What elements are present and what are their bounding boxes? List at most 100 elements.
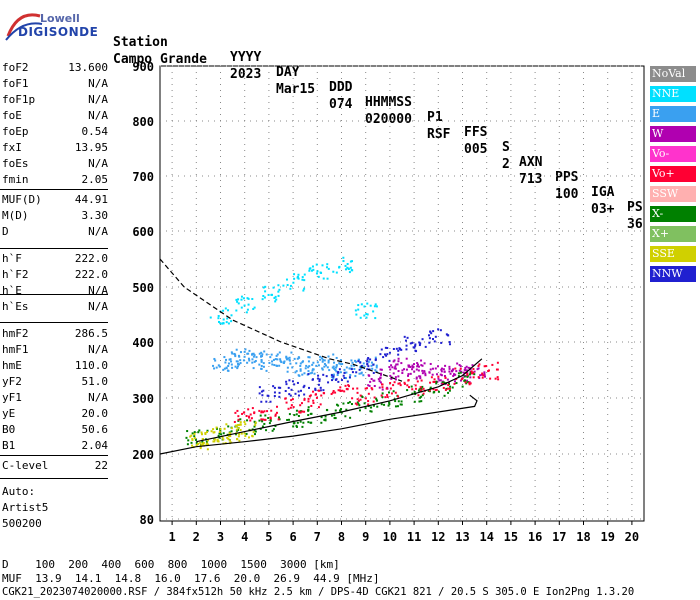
data-point-x: [193, 431, 196, 434]
data-point-vo: [472, 371, 475, 374]
data-point-nnw: [418, 344, 421, 347]
data-point-nne: [296, 276, 299, 279]
x-tick-label: 5: [265, 530, 272, 544]
data-point-vo: [444, 376, 447, 379]
data-point-nnw: [372, 363, 375, 366]
data-point-x: [292, 425, 295, 428]
param-row-fof2: foF2 13.600: [2, 60, 108, 76]
data-point-w: [416, 362, 419, 365]
header-yyyy-label: YYYY: [230, 50, 262, 65]
data-point-vo: [330, 393, 333, 396]
data-point-nnw: [288, 393, 291, 396]
header-iga-label: IGA: [591, 185, 615, 200]
data-point-nnw: [404, 339, 407, 342]
data-point-nne: [217, 315, 220, 318]
data-point-vo: [496, 368, 499, 371]
data-point-x: [193, 435, 196, 438]
data-point-x: [222, 432, 225, 435]
data-point-e: [246, 361, 249, 364]
data-point-e: [307, 360, 310, 363]
data-point-sse: [235, 424, 238, 427]
data-point-x: [295, 413, 298, 416]
data-point-nnw: [366, 358, 369, 361]
param-value: 51.0: [81, 375, 109, 388]
data-point-x: [376, 405, 379, 408]
legend-item-sse: SSE: [650, 246, 696, 262]
data-point-e: [279, 358, 282, 361]
data-point-e: [234, 355, 237, 358]
data-point-e: [327, 359, 330, 362]
data-point-w: [369, 380, 372, 383]
data-point-e: [239, 359, 242, 362]
data-point-x: [245, 432, 248, 435]
x-tick-label: 20: [625, 530, 639, 544]
data-point-vo: [307, 397, 310, 400]
data-point-w: [392, 372, 395, 375]
data-point-sse: [206, 442, 209, 445]
data-point-e: [286, 370, 289, 373]
data-point-w: [367, 384, 370, 387]
data-point-e: [305, 364, 308, 367]
param-label: yE: [2, 407, 16, 420]
data-point-x: [302, 421, 305, 424]
data-point-sse: [216, 438, 219, 441]
header-pps-label: PPS: [555, 170, 579, 185]
data-point-e: [289, 362, 292, 365]
logo-text-digisonde: DIGISONDE: [18, 25, 99, 39]
data-point-nne: [335, 271, 338, 274]
data-point-e: [311, 363, 314, 366]
data-point-nnw: [303, 384, 306, 387]
data-point-vo: [422, 392, 425, 395]
data-point-x: [417, 389, 420, 392]
data-point-sse: [210, 430, 213, 433]
data-point-nne: [274, 300, 277, 303]
data-point-w: [437, 365, 440, 368]
data-point-vo: [367, 403, 370, 406]
data-point-sse: [215, 426, 218, 429]
header-ddd-label: DDD: [329, 80, 353, 95]
data-point-w: [394, 367, 397, 370]
data-point-x: [463, 379, 466, 382]
param-label: h`E: [2, 284, 22, 297]
data-point-nnw: [392, 347, 395, 350]
panel-divider: [0, 478, 108, 479]
data-point-w: [443, 370, 446, 373]
data-point-nne: [319, 271, 322, 274]
data-point-vo: [334, 391, 337, 394]
data-point-e: [319, 355, 322, 358]
data-point-nnw: [307, 373, 310, 376]
data-point-vo: [303, 410, 306, 413]
data-point-x: [253, 429, 256, 432]
data-point-nnw: [284, 390, 287, 393]
data-point-x: [419, 396, 422, 399]
data-point-nne: [317, 275, 320, 278]
data-point-nnw: [448, 343, 451, 346]
data-point-w: [483, 375, 486, 378]
data-point-e: [311, 369, 314, 372]
param-value: N/A: [88, 77, 108, 90]
panel-divider: [0, 455, 108, 456]
data-point-nnw: [415, 350, 418, 353]
data-point-w: [429, 362, 432, 365]
data-point-nnw: [424, 345, 427, 348]
data-point-w: [471, 364, 474, 367]
header-ffs-label: FFS: [464, 125, 488, 140]
data-point-nne: [351, 269, 354, 272]
data-point-nne: [312, 268, 315, 271]
data-point-vo: [434, 389, 437, 392]
data-point-nne: [235, 309, 238, 312]
data-point-nne: [315, 272, 318, 275]
data-point-x: [469, 371, 472, 374]
param-row-fof1: foF1 N/A: [2, 76, 108, 92]
data-point-nne: [253, 306, 256, 309]
data-point-e: [236, 362, 239, 365]
header-day-label: DAY: [276, 65, 300, 80]
data-point-w: [400, 362, 403, 365]
data-point-e: [234, 365, 237, 368]
data-point-e: [336, 374, 339, 377]
data-point-x: [194, 438, 197, 441]
header-pps-value: 100: [555, 187, 579, 202]
data-point-w: [378, 380, 381, 383]
data-point-nnw: [325, 375, 328, 378]
x-tick-label: 10: [383, 530, 397, 544]
